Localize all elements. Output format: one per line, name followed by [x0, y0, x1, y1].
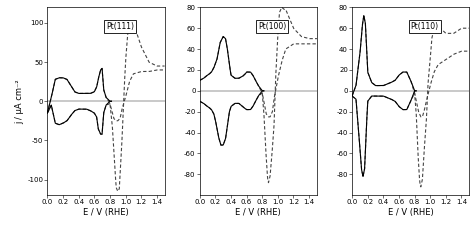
- X-axis label: E / V (RHE): E / V (RHE): [388, 208, 434, 217]
- X-axis label: E / V (RHE): E / V (RHE): [236, 208, 281, 217]
- Text: Pt(111): Pt(111): [106, 22, 134, 30]
- Y-axis label: j / μA cm⁻²: j / μA cm⁻²: [16, 79, 25, 123]
- Text: Pt(110): Pt(110): [410, 22, 439, 30]
- Text: Pt(100): Pt(100): [258, 22, 286, 30]
- X-axis label: E / V (RHE): E / V (RHE): [83, 208, 129, 217]
